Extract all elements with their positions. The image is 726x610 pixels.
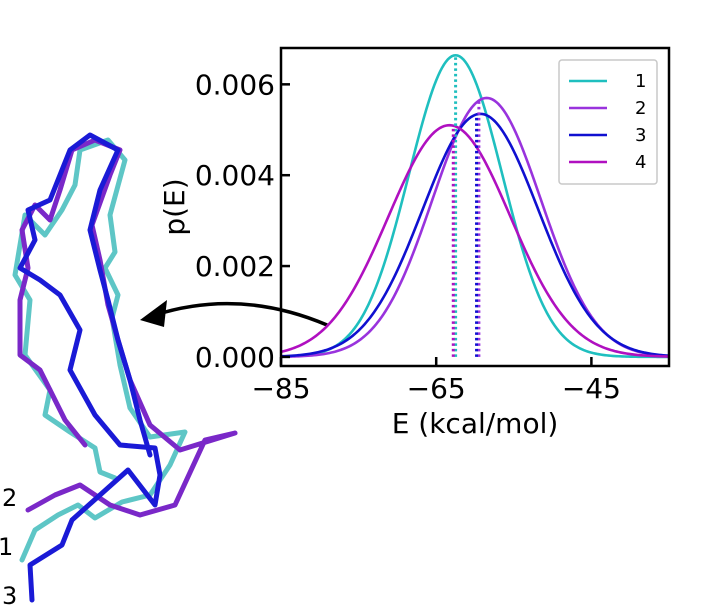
backbone-chain-3 <box>17 132 163 603</box>
chain-label-2: 2 <box>2 484 17 512</box>
curves <box>280 53 670 359</box>
y-tick-label: 0.004 <box>195 159 275 192</box>
legend-box <box>558 59 658 185</box>
arrow-shaft <box>154 301 328 327</box>
chain-label-1: 1 <box>0 533 13 561</box>
x-axis-ticks: −85 −65 −45 <box>251 357 621 405</box>
y-tick-label: 0.000 <box>195 341 275 374</box>
chain-labels: 2 1 3 <box>0 484 17 610</box>
y-axis-ticks: 0.000 0.002 0.004 0.006 <box>195 68 290 374</box>
legend-label-4: 4 <box>635 152 646 173</box>
x-tick-label: −45 <box>562 372 621 405</box>
arrow-head <box>140 300 167 327</box>
y-axis-label: p(E) <box>158 178 191 235</box>
x-tick-label: −65 <box>407 372 466 405</box>
legend-label-1: 1 <box>635 71 646 92</box>
energy-distribution-chart: −85 −65 −45 0.000 0.002 0.004 0.006 E (kcal/m… <box>158 46 671 440</box>
mean-lines <box>451 55 481 357</box>
legend: 1 2 3 4 <box>558 59 658 185</box>
backbone-chain-2 <box>17 137 238 518</box>
arrow <box>140 300 328 327</box>
series-4-curve <box>280 123 670 358</box>
legend-label-2: 2 <box>635 98 646 119</box>
series-1-curve <box>280 53 670 359</box>
x-axis-label: E (kcal/mol) <box>392 407 559 440</box>
y-tick-label: 0.006 <box>195 68 275 101</box>
y-tick-label: 0.002 <box>195 250 275 283</box>
protein-structure-overlay <box>12 132 238 603</box>
x-tick-label: −85 <box>251 372 310 405</box>
legend-label-3: 3 <box>635 125 646 146</box>
chain-label-3: 3 <box>2 582 17 610</box>
series-3-curve <box>280 112 670 358</box>
plot-frame <box>279 46 671 368</box>
